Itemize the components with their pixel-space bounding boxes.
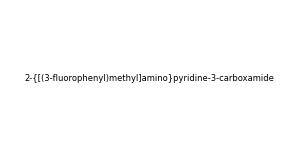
Text: 2-{[(3-fluorophenyl)methyl]amino}pyridine-3-carboxamide: 2-{[(3-fluorophenyl)methyl]amino}pyridin… <box>25 74 274 83</box>
